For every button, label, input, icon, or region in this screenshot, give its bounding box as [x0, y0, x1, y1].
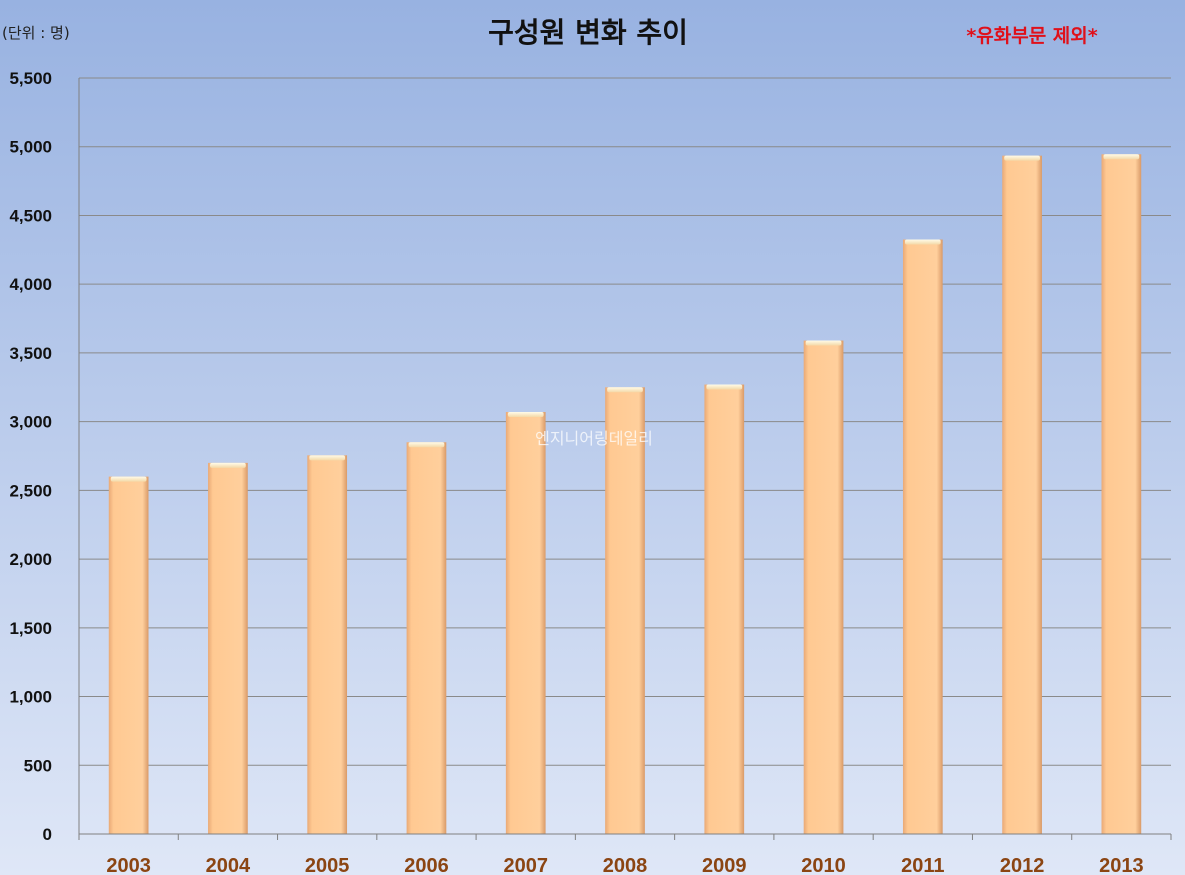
y-tick-label: 5,500	[9, 69, 52, 88]
bar-top-cap	[210, 462, 246, 468]
bar-top-cap	[805, 340, 842, 346]
bar-top-cap	[408, 442, 445, 448]
x-tick-label: 2005	[305, 855, 350, 875]
bar-body	[1101, 154, 1142, 834]
y-tick-label: 2,500	[9, 481, 52, 500]
y-tick-label: 0	[43, 825, 52, 844]
unit-label: (단위 : 명)	[2, 24, 70, 42]
bar-body	[406, 442, 447, 834]
watermark: 엔지니어링데일리	[535, 429, 653, 448]
x-tick-label: 2008	[603, 855, 648, 875]
y-tick-label: 4,000	[9, 275, 52, 294]
axes	[78, 78, 1172, 840]
bars	[108, 154, 1142, 835]
bar-2011	[902, 239, 943, 834]
bar-body	[108, 476, 149, 834]
bar-top-cap	[1103, 154, 1140, 160]
bar-2004	[208, 462, 248, 834]
x-tick-labels: 2003 2004 2005 2006 2007 2008 2009 2010 2011 2012…	[106, 855, 1143, 875]
y-tick-label: 1,000	[9, 688, 52, 707]
bar-2007	[505, 412, 546, 834]
bar-top-cap	[904, 239, 941, 245]
bar-2013	[1101, 154, 1142, 834]
chart-title: 구성원 변화 추이	[488, 16, 688, 49]
bar-body	[307, 455, 348, 834]
y-tick-label: 500	[24, 756, 52, 775]
exclusion-note: *유화부문 제외*	[966, 25, 1097, 47]
bar-body	[902, 239, 943, 834]
bar-body	[803, 340, 844, 834]
x-tick-label: 2011	[901, 855, 944, 875]
bar-body	[505, 412, 546, 834]
x-tick-label: 2010	[801, 855, 846, 875]
y-tick-label: 3,000	[9, 413, 52, 432]
x-tick-label: 2013	[1099, 855, 1144, 875]
bar-2008	[605, 387, 645, 834]
x-tick-label: 2007	[503, 855, 548, 875]
y-tick-label: 3,500	[9, 344, 52, 363]
bar-2006	[406, 442, 447, 834]
x-tick-label: 2006	[404, 855, 449, 875]
y-tick-labels: 0 500 1,000 1,500 2,000 2,500 3,000 3,500 4,000 4…	[9, 69, 52, 844]
y-tick-label: 5,000	[9, 138, 52, 157]
bar-top-cap	[1004, 155, 1040, 161]
x-tick-label: 2004	[206, 855, 251, 875]
bar-2010	[803, 340, 844, 834]
bar-top-cap	[110, 476, 147, 482]
bar-top-cap	[507, 412, 544, 418]
bar-body	[1002, 155, 1042, 835]
bar-body	[605, 387, 645, 834]
bar-body	[208, 462, 248, 834]
y-tick-label: 2,000	[9, 550, 52, 569]
bar-2009	[704, 384, 745, 834]
bar-body	[704, 384, 745, 834]
bar-2012	[1002, 155, 1042, 835]
bar-2003	[108, 476, 149, 834]
bar-2005	[307, 455, 348, 834]
x-tick-label: 2009	[702, 855, 747, 875]
y-tick-label: 4,500	[9, 206, 52, 225]
y-tick-label: 1,500	[9, 619, 52, 638]
bar-top-cap	[309, 455, 346, 461]
bar-top-cap	[607, 387, 643, 393]
x-tick-label: 2012	[1000, 855, 1045, 875]
x-tick-label: 2003	[106, 855, 151, 875]
bar-top-cap	[706, 384, 743, 390]
